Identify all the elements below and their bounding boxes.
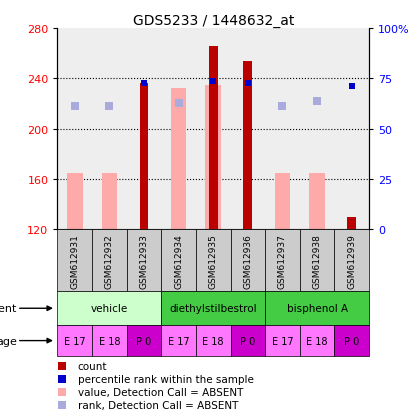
Text: value, Detection Call = ABSENT: value, Detection Call = ABSENT: [77, 387, 243, 397]
Bar: [161, 325, 196, 356]
Bar: [208, 47, 217, 230]
Bar: [101, 173, 117, 230]
Text: agent: agent: [0, 304, 17, 313]
Text: GSM612939: GSM612939: [346, 233, 355, 288]
Text: count: count: [77, 361, 107, 371]
Text: GSM612932: GSM612932: [105, 233, 114, 288]
Text: E 17: E 17: [64, 336, 85, 346]
Bar: [230, 325, 265, 356]
Text: GSM612931: GSM612931: [70, 233, 79, 288]
Bar: [196, 230, 230, 292]
Text: E 17: E 17: [167, 336, 189, 346]
Text: age: age: [0, 336, 17, 346]
Bar: [230, 230, 265, 292]
Bar: [171, 89, 186, 230]
Text: GSM612938: GSM612938: [312, 233, 321, 288]
Text: rank, Detection Call = ABSENT: rank, Detection Call = ABSENT: [77, 400, 238, 410]
Text: percentile rank within the sample: percentile rank within the sample: [77, 374, 253, 384]
Text: GSM612937: GSM612937: [277, 233, 286, 288]
Text: P 0: P 0: [240, 336, 255, 346]
Bar: [126, 230, 161, 292]
Bar: [139, 84, 148, 230]
Bar: [196, 325, 230, 356]
Text: E 18: E 18: [306, 336, 327, 346]
Text: P 0: P 0: [343, 336, 358, 346]
Bar: [243, 62, 252, 230]
Bar: [334, 325, 368, 356]
Bar: [265, 292, 368, 325]
Bar: [205, 85, 220, 230]
Text: vehicle: vehicle: [90, 304, 128, 313]
Bar: [161, 292, 265, 325]
Bar: [161, 230, 196, 292]
Text: GSM612935: GSM612935: [208, 233, 217, 288]
Bar: [274, 173, 290, 230]
Bar: [265, 230, 299, 292]
Title: GDS5233 / 1448632_at: GDS5233 / 1448632_at: [132, 14, 293, 28]
Bar: [265, 325, 299, 356]
Bar: [57, 325, 92, 356]
Text: P 0: P 0: [136, 336, 151, 346]
Text: bisphenol A: bisphenol A: [286, 304, 347, 313]
Text: E 18: E 18: [202, 336, 223, 346]
Bar: [67, 173, 82, 230]
Bar: [126, 325, 161, 356]
Text: diethylstilbestrol: diethylstilbestrol: [169, 304, 256, 313]
Bar: [57, 292, 161, 325]
Bar: [334, 230, 368, 292]
Bar: [57, 230, 92, 292]
Bar: [308, 173, 324, 230]
Bar: [346, 217, 355, 230]
Bar: [299, 230, 334, 292]
Text: GSM612936: GSM612936: [243, 233, 252, 288]
Text: GSM612933: GSM612933: [139, 233, 148, 288]
Bar: [299, 325, 334, 356]
Text: GSM612934: GSM612934: [174, 233, 183, 288]
Text: E 18: E 18: [98, 336, 120, 346]
Bar: [92, 325, 126, 356]
Text: E 17: E 17: [271, 336, 292, 346]
Bar: [92, 230, 126, 292]
